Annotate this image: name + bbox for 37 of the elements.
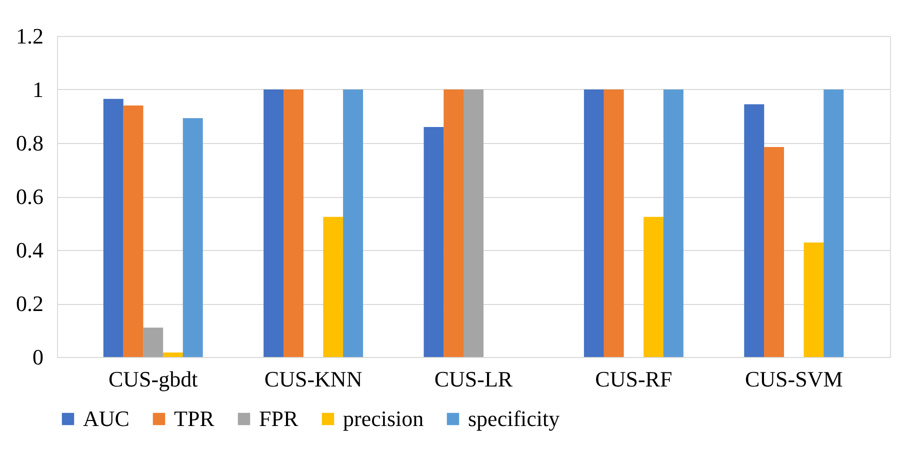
legend-label: TPR [174,406,215,431]
x-tick-label: CUS-RF [595,366,672,392]
bar [182,118,203,357]
bar [804,242,824,357]
bar [343,90,364,357]
legend-label: FPR [259,406,298,431]
bar [283,90,304,357]
bar [264,90,284,357]
bar [764,147,784,357]
bar [464,90,484,357]
x-tick-label: CUS-SVM [744,366,843,392]
bar [663,90,684,357]
bar [584,90,604,357]
bar [162,352,183,357]
bar [424,126,444,357]
y-tick-label: 0 [32,344,44,370]
y-tick-label: 0.4 [16,238,44,262]
bar [123,106,144,357]
y-tick-label: 1.2 [16,24,44,48]
y-tick-label: 0.8 [16,130,44,156]
bar [103,98,124,357]
bar [444,90,464,357]
legend-label: specificity [468,406,560,431]
bar [143,328,164,357]
x-tick-label: CUS-LR [434,366,513,392]
bar [644,216,664,357]
bar [744,104,764,357]
legend-label: AUC [83,406,130,431]
y-tick-label: 0.2 [16,291,44,316]
bar [824,90,844,357]
x-tick-label: CUS-KNN [264,366,362,392]
bar [604,90,624,357]
y-tick-label: 0.6 [16,184,44,209]
legend-label: precision [343,406,424,431]
y-tick-label: 1 [32,77,44,102]
bar [323,216,344,357]
x-tick-label: CUS-gbdt [108,366,198,392]
